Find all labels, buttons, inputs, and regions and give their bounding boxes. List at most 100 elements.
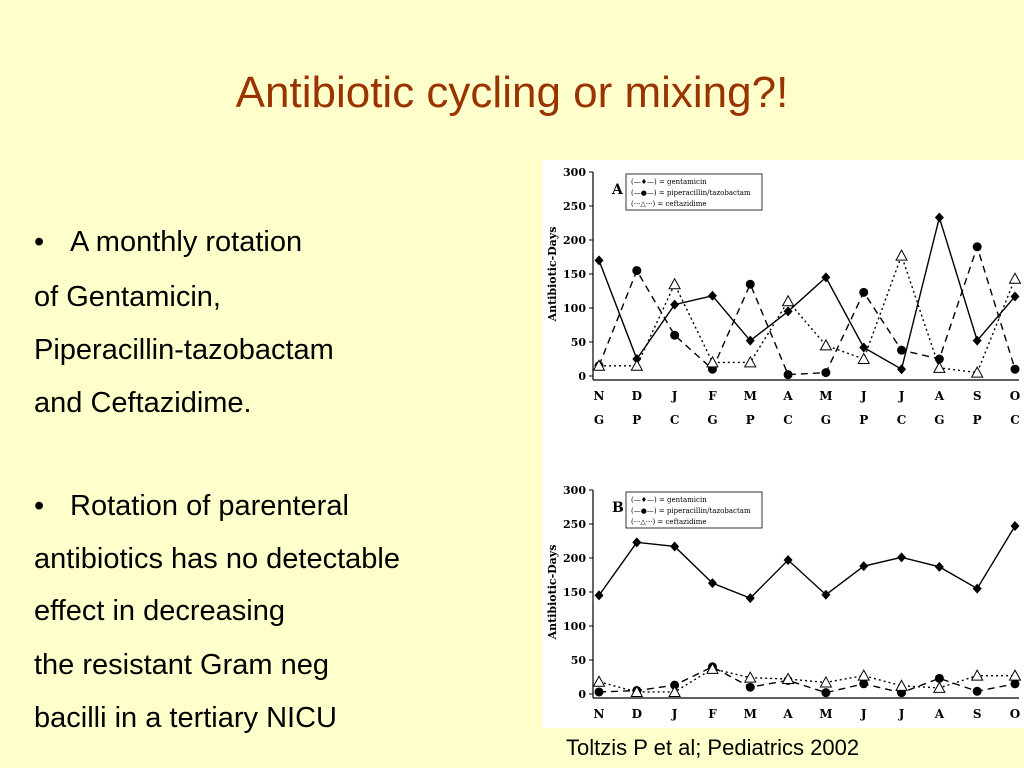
citation: Toltzis P et al; Pediatrics 2002 <box>566 735 860 760</box>
panel-a-x-tick-label: A <box>934 389 945 403</box>
panel-b-series-line-2 <box>598 666 1016 694</box>
panel-a-x-tick-label: J <box>898 389 905 403</box>
panel-a-y-tick-label: 300 <box>563 166 586 179</box>
panel-b-gentamicin-point <box>897 552 907 563</box>
panel-a-legend-entry: (—●—) = piperacillin/tazobactam <box>631 189 751 197</box>
panel-b-ceftazidime-point <box>630 685 644 697</box>
panel-b-x-tick-label: F <box>708 707 717 721</box>
panel-b-legend-entry: (···△···) = ceftazidime <box>631 518 707 526</box>
panel-a-x-tick-label-2: G <box>707 413 717 427</box>
bullet-2-line-3: effect in decreasing <box>34 595 285 627</box>
panel-b-y-tick-label: 50 <box>571 654 587 667</box>
panel-b-legend-entry: (—●—) = piperacillin/tazobactam <box>631 507 751 515</box>
panel-a-piperacillin-point <box>670 330 680 340</box>
panel-a-gentamicin-point <box>897 364 907 375</box>
panel-a-legend-entry: (—♦—) = gentamicin <box>631 178 707 186</box>
panel-a-gentamicin-point <box>707 290 717 301</box>
panel-b-ceftazidime-point <box>933 681 946 693</box>
panel-a-x-tick-label: D <box>632 389 642 403</box>
bullet-2-line-2: antibiotics has no detectable <box>34 543 400 575</box>
panel-a-ceftazidime-point <box>819 338 833 351</box>
panel-a-piperacillin-point <box>632 266 642 276</box>
panel-b-x-tick-label: J <box>860 707 867 721</box>
panel-a-x-tick-label-2: C <box>897 413 907 427</box>
panel-b-ceftazidime-point <box>819 675 833 688</box>
panel-a-legend-entry: (···△···) = ceftazidime <box>631 200 707 208</box>
panel-a-x-tick-label-2: P <box>632 413 641 427</box>
panel-b-x-tick-label: S <box>973 707 982 721</box>
panel-a-x-tick-label-2: P <box>746 413 755 427</box>
panel-b-y-tick-label: 200 <box>563 552 586 565</box>
panel-a-piperacillin-point <box>934 354 944 364</box>
bullet-1-line-4: and Ceftazidime. <box>34 387 252 419</box>
panel-a-ceftazidime-point <box>706 355 719 368</box>
panel-b-ceftazidime-point <box>857 669 871 681</box>
panel-a-series-line-1 <box>598 214 1016 371</box>
panel-b-piperacillin-point <box>594 687 604 697</box>
panel-a-x-tick-label: A <box>782 389 793 403</box>
panel-a-x-tick-label: M <box>744 389 757 403</box>
panel-b-piperacillin-point <box>972 686 982 696</box>
panel-a-gentamicin-point <box>934 212 944 223</box>
panel-a-piperacillin-point <box>783 370 793 380</box>
panel-a-series-line-3 <box>599 253 1016 374</box>
panel-a-y-tick-label: 100 <box>563 302 586 315</box>
panel-a-letter: A <box>611 182 624 198</box>
panel-a-gentamicin-point <box>745 335 755 346</box>
panel-a-legend-box <box>625 173 763 211</box>
bullet-2-line-1: • Rotation of parenteral <box>34 490 349 522</box>
bullet-2-line-5: bacilli in a tertiary NICU <box>34 702 337 734</box>
panel-b-x-tick-label: A <box>782 707 793 721</box>
panel-a-y-tick-label: 0 <box>578 370 586 383</box>
panel-a-piperacillin-point <box>859 287 869 297</box>
panel-a-gentamicin-point <box>632 354 642 364</box>
panel-b-piperacillin-point <box>745 682 755 692</box>
panel-b-x-tick-label: O <box>1010 707 1020 721</box>
panel-a-x-tick-label-2: C <box>783 413 793 427</box>
panel-b-ceftazidime-point <box>970 669 984 681</box>
panel-a-x-tick-label: M <box>819 389 832 403</box>
panel-a-ceftazidime-point <box>970 366 984 378</box>
antibiotic-days-charts: 0 50 100 150 200 250 300 Antibiotic-Days N D J F M A M… <box>546 166 1022 721</box>
panel-b-series-line-1 <box>598 525 1016 599</box>
panel-a-gentamicin-point <box>859 342 869 353</box>
panel-a-piperacillin-point <box>745 279 755 289</box>
bullet-1-line-1: • A monthly rotation <box>34 226 303 258</box>
panel-b-letter: B <box>612 500 624 516</box>
panel-a-gentamicin-point <box>972 335 982 346</box>
bullet-1-symbol: • <box>34 226 45 258</box>
panel-b-ceftazidime-point <box>895 679 908 691</box>
panel-a-x-tick-label: J <box>860 389 867 403</box>
panel-a-x-tick-label-2: G <box>934 413 944 427</box>
panel-a-y-tick-label: 200 <box>563 234 586 247</box>
panel-a-x-tick-label: N <box>594 389 605 403</box>
bullet-1-line-3: Piperacillin-tazobactam <box>34 334 334 366</box>
panel-b-x-tick-label: M <box>744 707 757 721</box>
panel-b-y-tick-label: 0 <box>578 688 586 701</box>
panel-b-y-tick-label: 150 <box>563 586 586 599</box>
panel-a-ceftazidime-point <box>592 359 606 371</box>
panel-a-ceftazidime-point <box>630 359 644 371</box>
panel-a-gentamicin-point <box>1010 291 1020 302</box>
panel-b-x-tick-label: N <box>594 707 605 721</box>
panel-a-ceftazidime-point <box>857 352 871 364</box>
panel-b-y-axis-label: Antibiotic-Days <box>546 545 559 641</box>
panel-a-x-tick-label: S <box>973 389 982 403</box>
panel-b-ceftazidime-point <box>1008 669 1022 681</box>
panel-a-ceftazidime-point <box>781 294 795 307</box>
bullet-2-line-4: the resistant Gram neg <box>34 649 329 681</box>
slide-title: Antibiotic cycling or mixing?! <box>235 68 789 117</box>
panel-b-piperacillin-point <box>859 679 869 689</box>
panel-b-ceftazidime-point <box>592 675 606 687</box>
panel-b-piperacillin-point <box>934 673 944 683</box>
bullet-1-line-2: of Gentamicin, <box>34 281 221 313</box>
panel-a-ceftazidime-point <box>933 361 946 373</box>
panel-b-ceftazidime-point <box>743 671 757 683</box>
panel-b-gentamicin-point <box>934 561 944 572</box>
panel-a-x-tick-label: O <box>1010 389 1020 403</box>
panel-b-x-tick-label: M <box>819 707 832 721</box>
panel-a-series-line-2 <box>598 244 1016 376</box>
panel-a-x-tick-label-2: G <box>594 413 604 427</box>
panel-a-x-tick-label-2: C <box>670 413 680 427</box>
panel-b-gentamicin-point <box>594 590 604 601</box>
